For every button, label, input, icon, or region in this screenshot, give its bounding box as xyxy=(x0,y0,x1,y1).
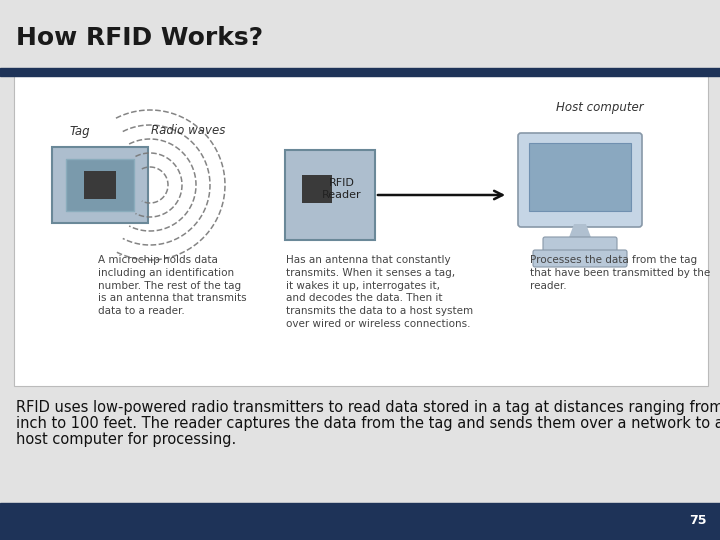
FancyBboxPatch shape xyxy=(84,171,116,199)
FancyBboxPatch shape xyxy=(66,159,134,211)
Text: How RFID Works?: How RFID Works? xyxy=(16,26,263,50)
Text: RFID
Reader: RFID Reader xyxy=(322,178,362,200)
Text: Host computer: Host computer xyxy=(556,100,644,113)
Text: Tag: Tag xyxy=(70,125,91,138)
FancyBboxPatch shape xyxy=(533,250,627,267)
Text: A microchip holds data
including an identification
number. The rest of the tag
i: A microchip holds data including an iden… xyxy=(98,255,247,316)
Text: Processes the data from the tag
that have been transmitted by the
reader.: Processes the data from the tag that hav… xyxy=(530,255,710,291)
Bar xyxy=(0,503,720,540)
FancyBboxPatch shape xyxy=(285,150,375,240)
Text: host computer for processing.: host computer for processing. xyxy=(16,432,236,447)
FancyBboxPatch shape xyxy=(302,175,332,203)
Polygon shape xyxy=(568,224,592,240)
FancyBboxPatch shape xyxy=(52,147,148,223)
Text: Has an antenna that constantly
transmits. When it senses a tag,
it wakes it up, : Has an antenna that constantly transmits… xyxy=(286,255,473,329)
FancyBboxPatch shape xyxy=(543,237,617,252)
FancyBboxPatch shape xyxy=(529,143,631,211)
Text: inch to 100 feet. The reader captures the data from the tag and sends them over : inch to 100 feet. The reader captures th… xyxy=(16,416,720,431)
Text: 75: 75 xyxy=(689,515,707,528)
Bar xyxy=(0,68,720,76)
FancyBboxPatch shape xyxy=(518,133,642,227)
Text: Radio waves: Radio waves xyxy=(150,124,225,137)
Text: RFID uses low-powered radio transmitters to read data stored in a tag at distanc: RFID uses low-powered radio transmitters… xyxy=(16,400,720,415)
Bar xyxy=(14,76,708,386)
